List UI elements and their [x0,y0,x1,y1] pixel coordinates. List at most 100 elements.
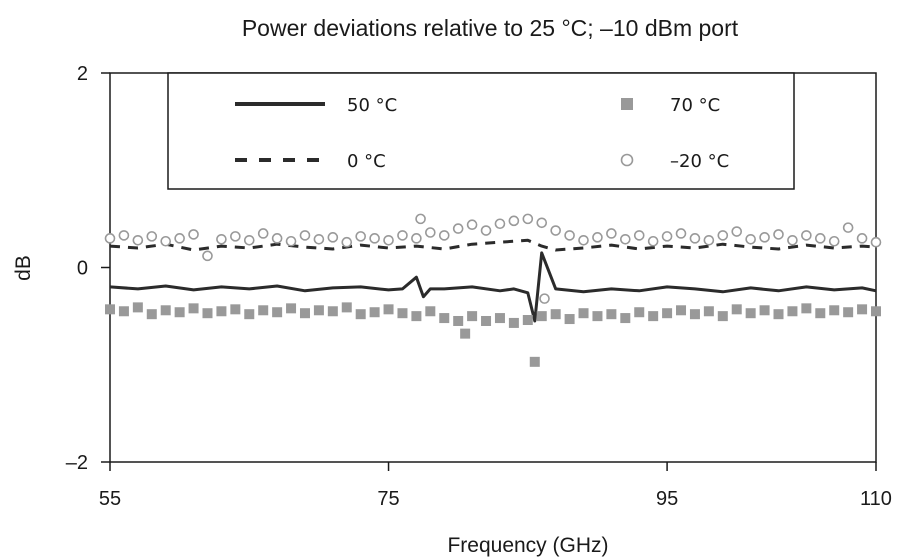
marker-square-70c [871,306,881,317]
marker-circle-neg20c [466,219,478,231]
marker-square-70c [703,306,714,317]
marker-square-70c [272,307,283,318]
marker-square-70c [689,309,700,320]
marker-square-70c [481,315,492,326]
marker-square-70c [731,304,742,315]
marker-square-70c [411,311,422,322]
marker-circle-neg20c [104,233,116,244]
marker-square-70c [425,306,436,317]
marker-square-70c [369,307,380,318]
marker-square-70c [258,305,269,316]
marker-circle-neg20c [160,235,172,247]
x-tick-label: 95 [656,488,678,510]
marker-circle-neg20c [230,231,241,242]
marker-circle-neg20c [397,230,408,241]
marker-square-70c [118,306,129,317]
y-tick-label: 0 [77,258,88,280]
marker-circle-neg20c [539,293,550,304]
marker-circle-neg20c [285,235,297,247]
x-tick-label: 55 [99,488,121,510]
marker-circle-neg20c [633,230,645,241]
marker-circle-neg20c [620,233,631,245]
chart-title: Power deviations relative to 25 °C; –10 … [242,15,739,41]
y-tick-label: –2 [66,452,88,474]
marker-square-70c [801,303,812,314]
marker-circle-neg20c [606,228,617,239]
marker-square-70c [494,313,505,324]
marker-circle-neg20c [578,234,589,246]
marker-circle-neg20c [647,235,659,247]
marker-circle-neg20c [243,234,255,246]
marker-circle-neg20c [856,233,868,244]
x-axis-title: Frequency (GHz) [447,534,608,557]
marker-circle-neg20c [592,232,603,243]
marker-circle-neg20c [675,228,687,239]
axes: 55 75 95 110 –2 0 2 [66,63,892,510]
marker-square-70c [634,307,645,318]
marker-square-70c [508,317,519,328]
marker-square-70c [132,302,143,313]
legend: 50 °C 70 °C 0 °C –20 °C [167,72,795,190]
data-marks [104,213,882,367]
marker-square-70c [216,306,227,317]
marker-square-70c [550,309,561,320]
marker-circle-neg20c [522,213,534,225]
legend-label: 0 °C [347,151,386,172]
marker-circle-neg20c [174,233,185,244]
marker-square-70c [383,304,394,315]
series-line-50c [109,251,877,323]
marker-circle-neg20c [216,233,227,245]
marker-circle-neg20c [828,235,840,247]
marker-square-70c [578,308,589,319]
legend-label: 50 °C [347,95,397,116]
marker-square-70c [202,308,213,319]
marker-circle-neg20c [731,226,743,237]
marker-circle-neg20c [717,230,729,241]
marker-square-70c [717,311,728,322]
marker-square-70c [522,315,533,326]
legend-swatch-70c [621,98,633,110]
marker-circle-neg20c [313,233,325,245]
legend-frame [167,72,795,190]
y-axis-title: dB [12,255,35,281]
marker-circle-neg20c [415,213,426,225]
marker-square-70c [676,305,687,316]
marker-circle-neg20c [508,215,520,227]
marker-square-70c [815,308,826,319]
marker-circle-neg20c [341,236,353,248]
marker-square-70c [787,306,798,317]
marker-circle-neg20c [132,234,144,246]
marker-circle-neg20c [787,234,798,246]
marker-circle-neg20c [773,229,784,240]
marker-square-70c [564,314,575,325]
marker-circle-neg20c [202,250,213,262]
marker-square-70c [460,328,471,339]
marker-square-70c [286,303,297,314]
marker-circle-neg20c [299,230,311,241]
marker-square-70c [529,356,540,367]
marker-circle-neg20c [355,231,366,242]
legend-label: –20 °C [670,151,729,172]
marker-circle-neg20c [411,233,422,244]
marker-square-70c [146,309,157,320]
series-line-0c [109,238,877,252]
marker-square-70c [105,304,115,315]
marker-circle-neg20c [759,232,770,243]
marker-circle-neg20c [438,230,450,241]
marker-square-70c [592,311,603,322]
marker-circle-neg20c [703,234,715,246]
marker-circle-neg20c [480,225,492,236]
marker-square-70c [606,309,617,320]
marker-square-70c [313,305,324,316]
marker-circle-neg20c [188,229,199,240]
marker-circle-neg20c [689,233,701,244]
x-tick-label: 110 [860,488,892,510]
marker-square-70c [230,304,241,315]
marker-circle-neg20c [536,217,548,229]
marker-square-70c [857,304,868,315]
x-tick-label: 75 [377,488,399,510]
legend-label: 70 °C [670,95,720,116]
marker-circle-neg20c [661,231,673,242]
marker-square-70c [439,313,450,324]
marker-circle-neg20c [842,222,854,233]
